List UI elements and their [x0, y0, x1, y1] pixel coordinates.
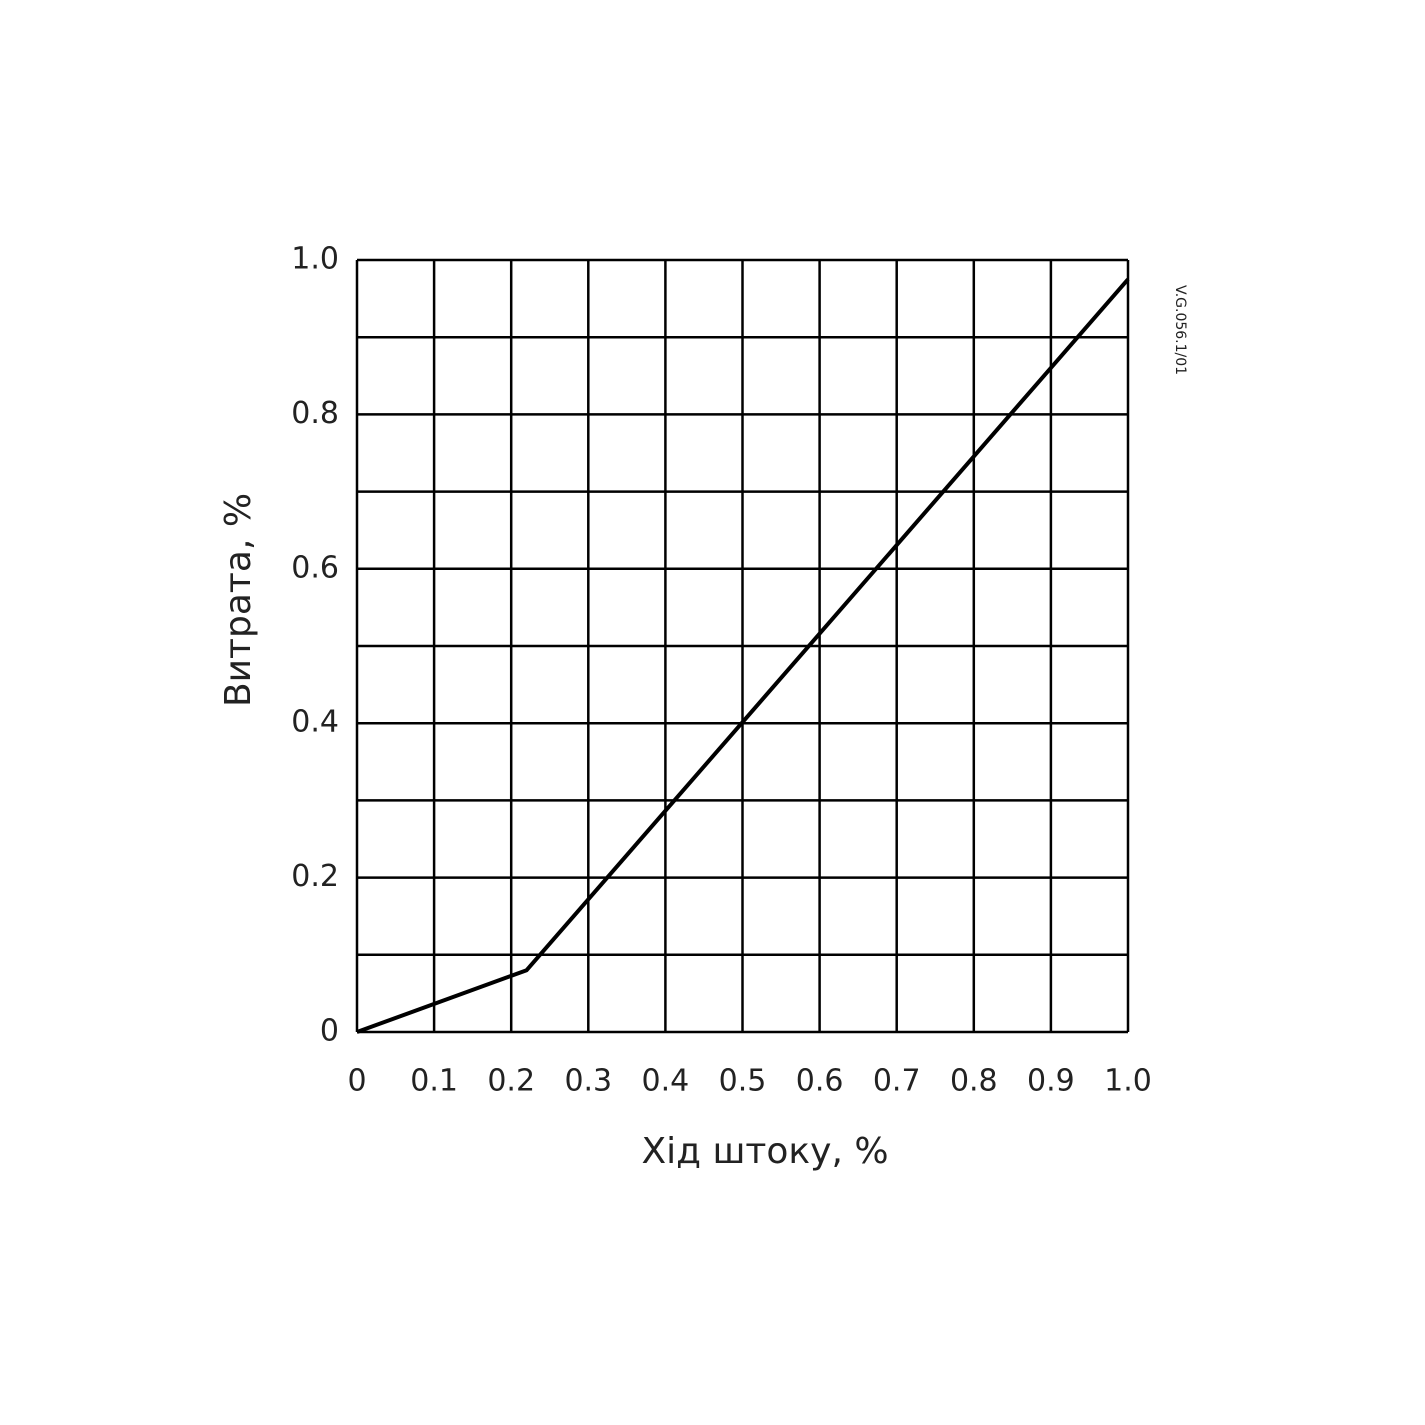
x-axis-label: Хід штоку, %: [641, 1131, 888, 1172]
y-tick-label: 0.6: [291, 550, 339, 585]
x-tick-label: 0.8: [950, 1064, 998, 1099]
y-tick-label: 1.0: [291, 242, 339, 277]
annotation: V.G.056.1/01: [1172, 285, 1188, 375]
x-tick-label: 0.2: [487, 1064, 535, 1099]
x-tick-label: 0.4: [642, 1064, 690, 1099]
data-line: [356, 277, 1130, 1034]
x-tick-label: 0.7: [873, 1064, 921, 1099]
y-axis-label: Витрата, %: [218, 493, 259, 707]
x-tick-label: 0.6: [796, 1064, 844, 1099]
y-tick-label: 0.4: [291, 705, 339, 740]
y-tick-label: 0: [320, 1014, 339, 1049]
x-tick-label: 0.9: [1027, 1064, 1075, 1099]
x-tick-label: 0.3: [564, 1064, 612, 1099]
x-tick-label: 0.1: [410, 1064, 458, 1099]
x-tick-label: 1.0: [1104, 1064, 1152, 1099]
x-tick-label: 0: [347, 1064, 366, 1099]
y-tick-label: 0.2: [291, 859, 339, 894]
y-tick-label: 0.8: [291, 396, 339, 431]
x-tick-label: 0.5: [719, 1064, 767, 1099]
